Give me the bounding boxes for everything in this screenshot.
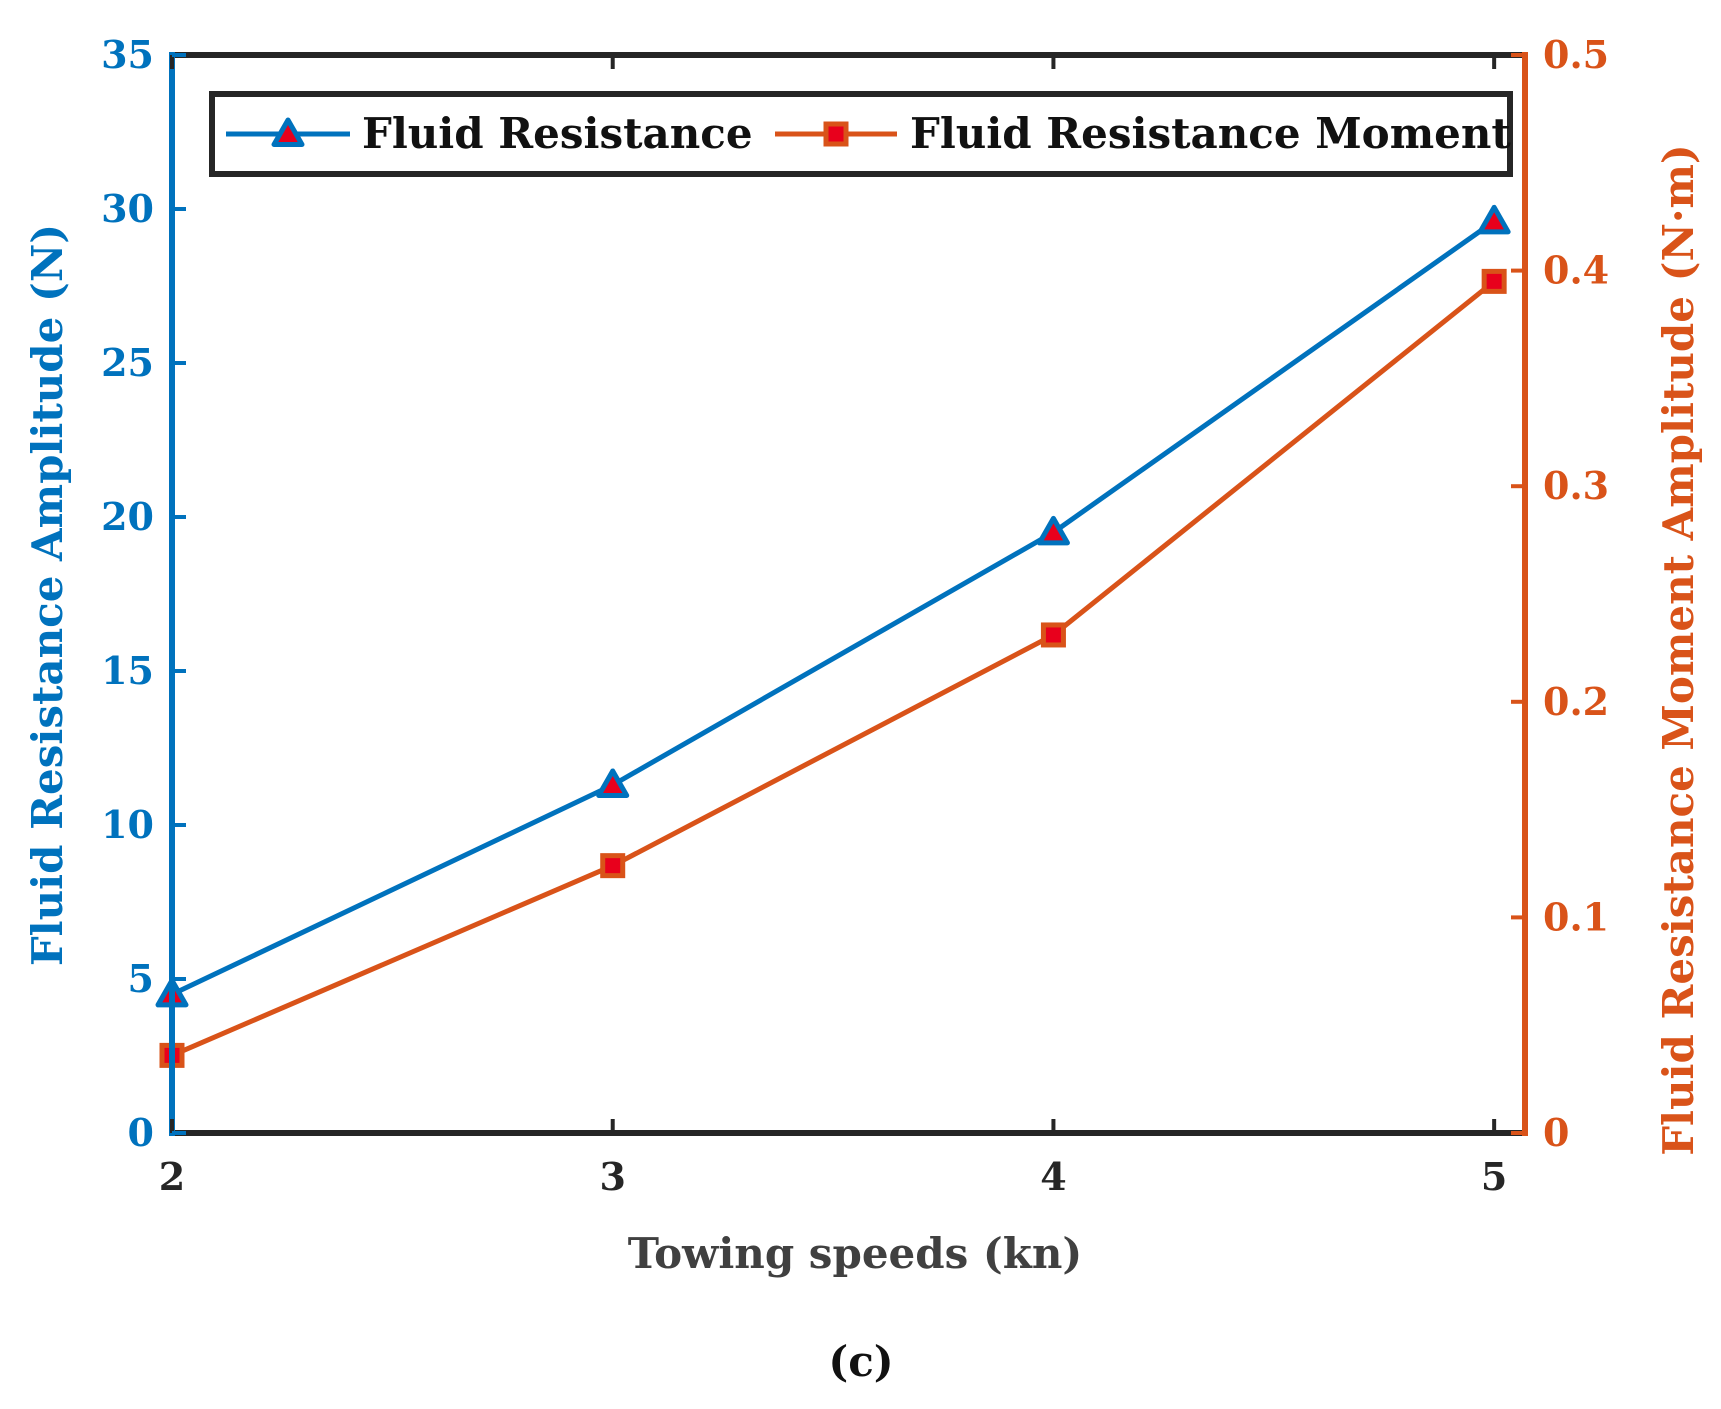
y-left-tick-label-6: 25: [101, 340, 154, 385]
data-point-2-2: [600, 853, 626, 879]
x-tick-label-2: 3: [599, 1154, 625, 1199]
x-tick-label-3: 4: [1040, 1154, 1066, 1199]
y-right-tick-label-5: 0.4: [1543, 248, 1609, 293]
y-right-axis-label: Fluid Resistance Moment Amplitude (N·m): [1654, 144, 1703, 1156]
data-point-1-4: [1477, 204, 1511, 235]
x-tick-label-1: 2: [159, 1154, 185, 1199]
data-point-1-3: [1036, 515, 1070, 546]
legend: Fluid Resistance Fluid Resistance Moment: [209, 91, 1513, 177]
y-right-tick-label-1: 0: [1543, 1110, 1569, 1155]
x-tick-label-4: 5: [1481, 1154, 1507, 1199]
y-left-tick-label-3: 10: [101, 802, 154, 847]
y-right-tick-label-2: 0.1: [1543, 894, 1609, 939]
plot-area: [155, 204, 1511, 1068]
figure-caption: (c): [828, 1337, 893, 1386]
y-left-tick-label-1: 0: [128, 1110, 154, 1155]
series-line-2: [171, 279, 1496, 1058]
legend-label-1: Fluid Resistance: [362, 109, 753, 158]
legend-marker-2: [823, 121, 849, 147]
caption-open-paren: (: [828, 1337, 848, 1386]
y-left-tick-label-5: 20: [101, 494, 154, 539]
series-line-1: [170, 219, 1496, 997]
data-point-2-4: [1481, 268, 1507, 294]
legend-label-2: Fluid Resistance Moment: [910, 109, 1511, 158]
caption-letter: c: [848, 1337, 874, 1386]
y-left-axis-label: Fluid Resistance Amplitude (N): [23, 224, 72, 966]
x-axis-label: Towing speeds (kn): [628, 1229, 1083, 1278]
caption-close-paren: ): [874, 1337, 894, 1386]
data-point-1-2: [596, 768, 630, 798]
legend-marker-1: [271, 117, 305, 147]
data-point-2-3: [1040, 622, 1066, 648]
y-right-tick-label-4: 0.3: [1543, 463, 1609, 508]
y-right-tick-label-6: 0.5: [1543, 32, 1609, 77]
y-left-tick-label-8: 35: [101, 32, 154, 77]
y-left-tick-label-7: 30: [101, 186, 154, 231]
y-left-tick-label-2: 5: [128, 956, 154, 1001]
y-right-tick-label-3: 0.2: [1543, 679, 1609, 724]
y-left-tick-label-4: 15: [101, 648, 154, 693]
